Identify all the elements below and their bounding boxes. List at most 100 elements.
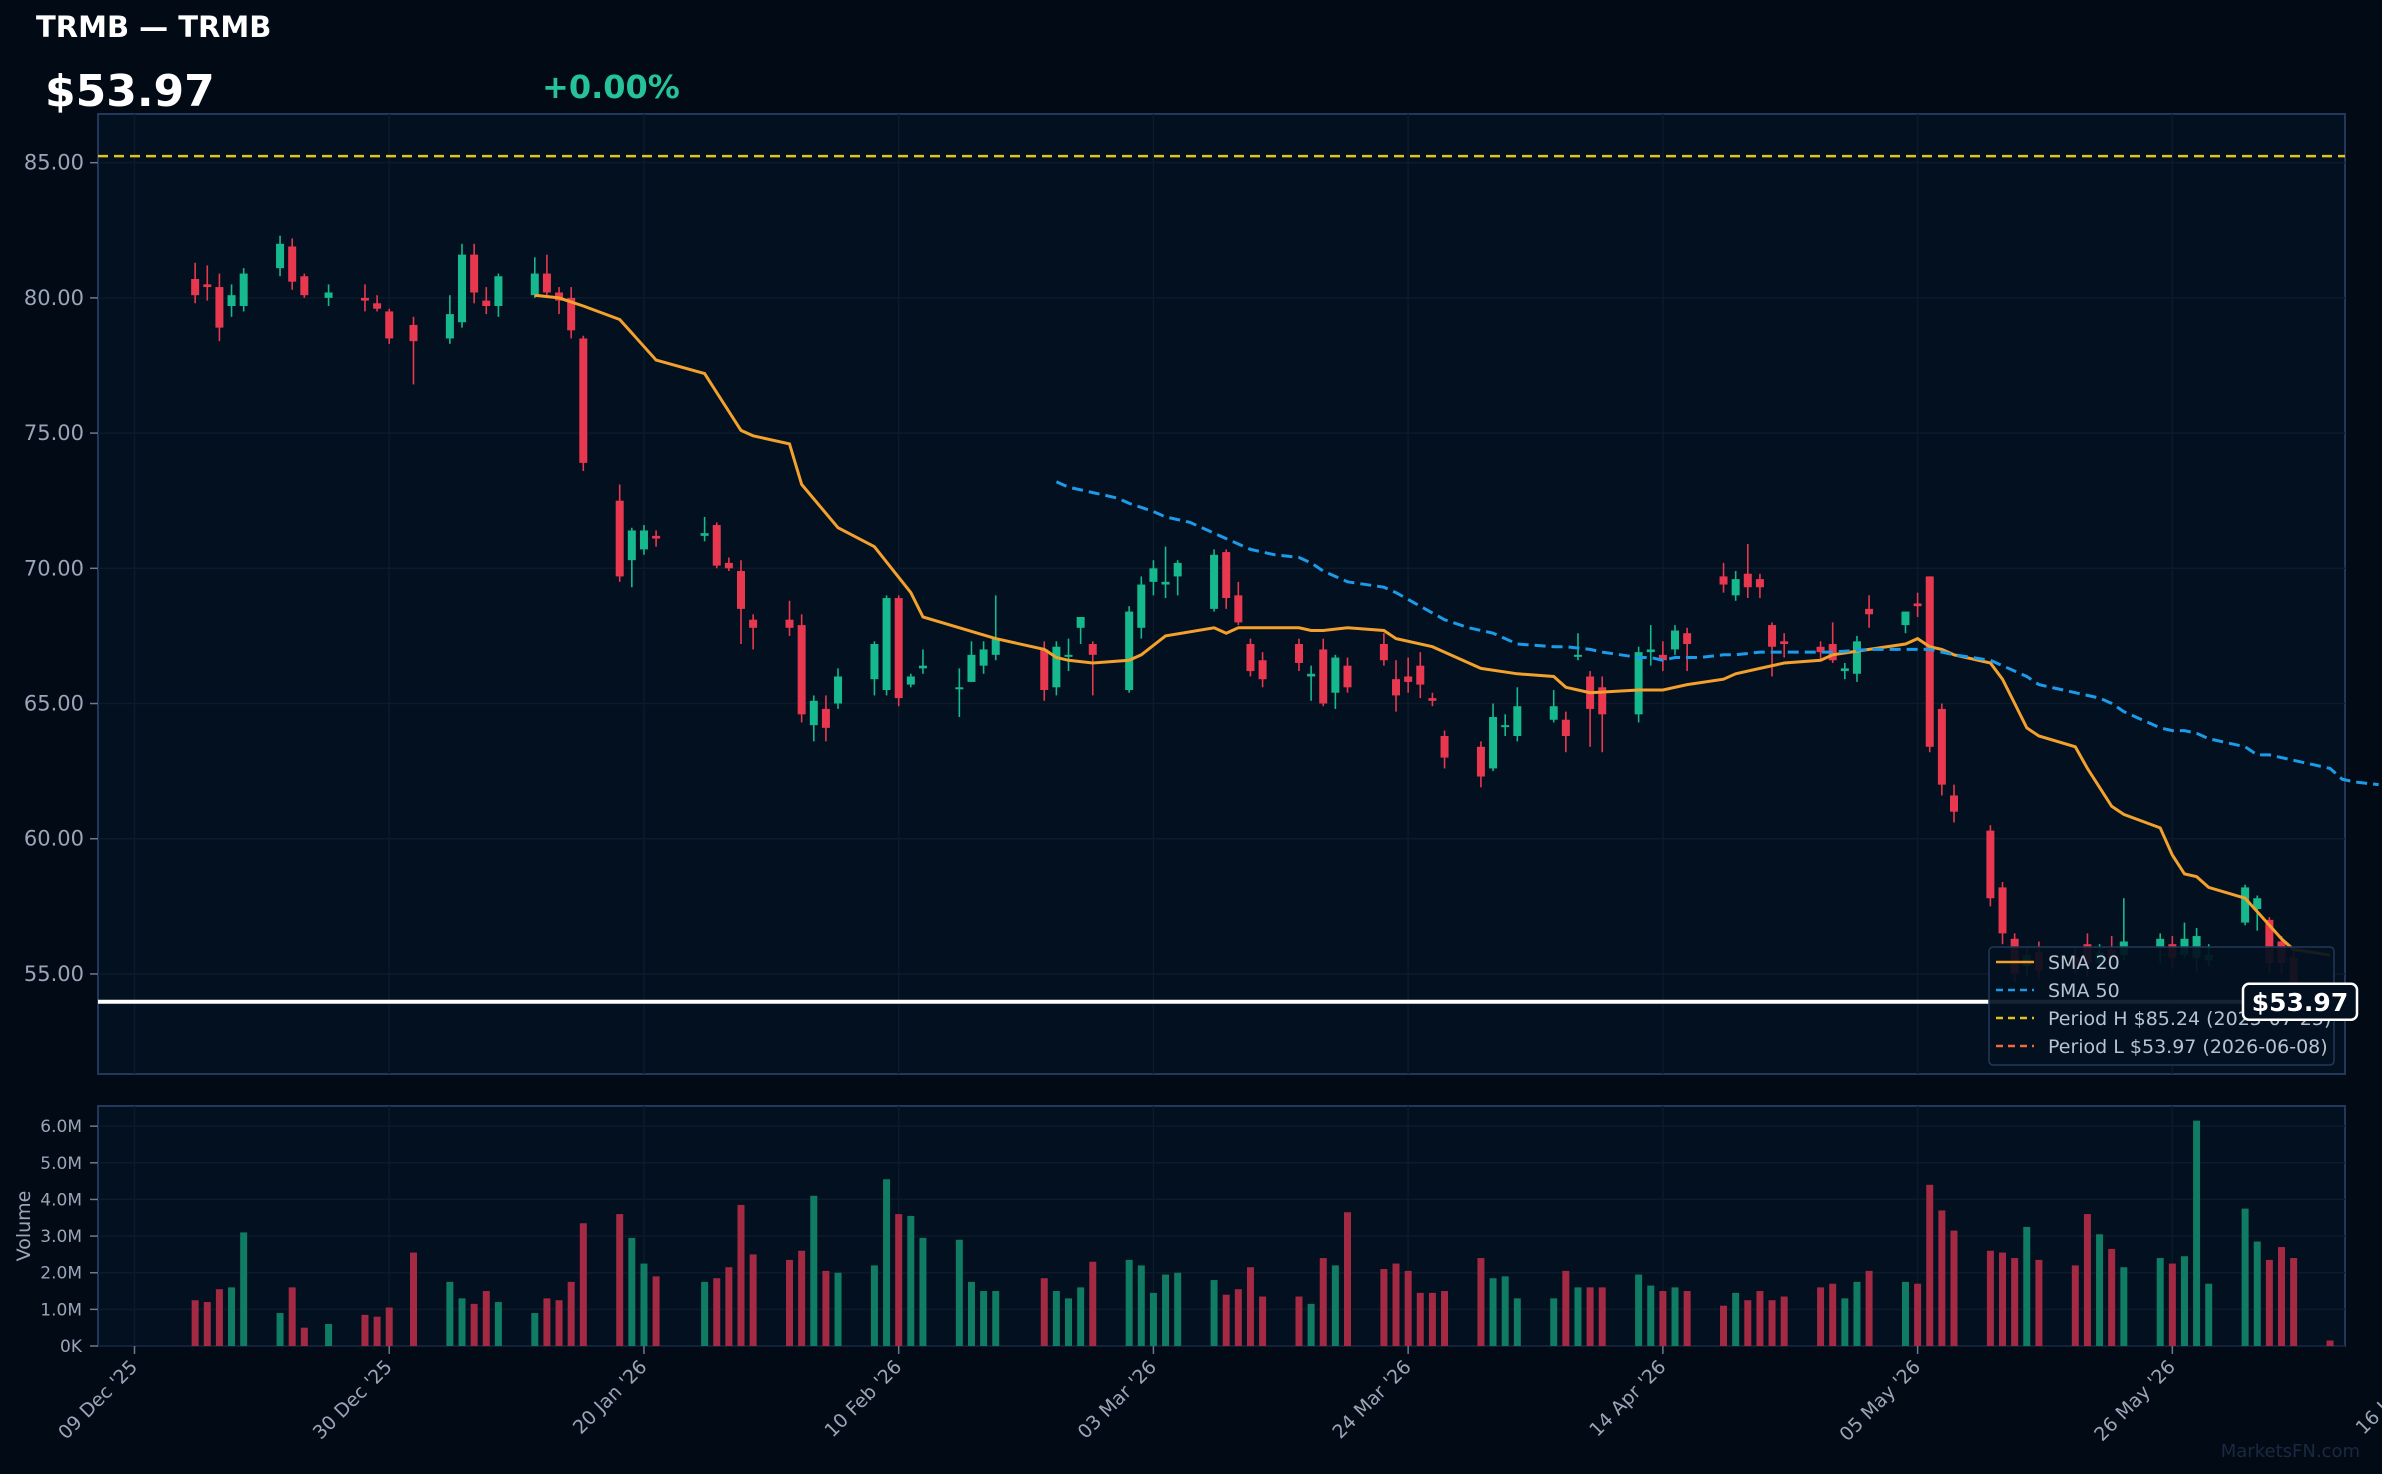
volume-bar-up bbox=[980, 1291, 988, 1346]
volume-bar-up bbox=[1052, 1291, 1060, 1346]
candle-down bbox=[1561, 711, 1570, 753]
candle-up bbox=[1549, 690, 1558, 723]
volume-bar-down bbox=[1780, 1296, 1788, 1346]
volume-bar-up bbox=[1501, 1276, 1509, 1346]
candle-body bbox=[1246, 644, 1255, 672]
candle-body bbox=[1780, 641, 1789, 645]
volume-bar-up bbox=[919, 1237, 927, 1346]
volume-bar-down bbox=[1865, 1270, 1873, 1346]
candle-body bbox=[955, 687, 964, 690]
candle-up bbox=[1076, 616, 1085, 645]
candle-body bbox=[1731, 579, 1740, 596]
date-tick-label: 09 Dec '25 bbox=[54, 1356, 142, 1444]
volume-bar-down bbox=[2108, 1248, 2116, 1346]
volume-bar-up bbox=[1671, 1287, 1679, 1346]
candle-body bbox=[1937, 708, 1946, 785]
candle-down bbox=[1040, 641, 1049, 701]
volume-bar-down bbox=[616, 1214, 624, 1346]
volume-bar-down bbox=[1234, 1289, 1242, 1346]
volume-bar-down bbox=[1926, 1184, 1934, 1346]
candle-down bbox=[1768, 622, 1777, 677]
candle-up bbox=[1634, 646, 1643, 723]
volume-bar-down bbox=[1404, 1270, 1412, 1346]
moving-averages bbox=[534, 293, 2379, 957]
candle-body bbox=[991, 638, 1000, 655]
candle-body bbox=[482, 300, 491, 306]
candle-body bbox=[834, 676, 843, 704]
candle-body bbox=[385, 311, 394, 339]
candle-up bbox=[882, 595, 891, 696]
price-tick-label: 60.00 bbox=[24, 827, 84, 851]
volume-bar-down bbox=[1319, 1258, 1327, 1346]
candle-up bbox=[1161, 546, 1170, 599]
price-tick-label: 70.00 bbox=[24, 556, 84, 580]
candle-down bbox=[1088, 641, 1097, 696]
volume-bar-down bbox=[1246, 1267, 1254, 1346]
volume-bar-up bbox=[2096, 1234, 2104, 1346]
volume-bar-down bbox=[1683, 1291, 1691, 1346]
legend-label: SMA 50 bbox=[2048, 980, 2120, 1002]
candle-up bbox=[870, 641, 879, 696]
volume-bar-down bbox=[1392, 1263, 1400, 1346]
candle-up bbox=[991, 595, 1000, 661]
candle-down bbox=[579, 335, 588, 471]
candle-up bbox=[2241, 884, 2250, 926]
candle-down bbox=[1246, 638, 1255, 677]
volume-bars bbox=[191, 1120, 2334, 1346]
volume-bar-down bbox=[798, 1250, 806, 1346]
volume-bar-down bbox=[2290, 1258, 2298, 1346]
volume-bar-down bbox=[482, 1291, 490, 1346]
volume-bar-down bbox=[1416, 1292, 1424, 1346]
candle-down bbox=[737, 560, 745, 645]
volume-bar-down bbox=[567, 1281, 575, 1346]
volume-bar-down bbox=[1986, 1250, 1994, 1346]
candle-up bbox=[1646, 625, 1655, 666]
current-price: $53.97 bbox=[45, 66, 215, 117]
candle-down bbox=[1343, 657, 1352, 693]
candle-up bbox=[445, 295, 454, 344]
candle-body bbox=[1331, 657, 1340, 693]
volume-bar-up bbox=[1550, 1298, 1558, 1346]
candle-body bbox=[1149, 568, 1158, 582]
candle-up bbox=[1901, 611, 1910, 634]
candle-body bbox=[1428, 698, 1437, 701]
candle-down bbox=[1755, 573, 1764, 599]
candle-body bbox=[1840, 668, 1849, 672]
candle-body bbox=[1658, 654, 1667, 661]
volume-bar-up bbox=[640, 1263, 648, 1346]
candle-body bbox=[821, 708, 830, 728]
volume-bar-down bbox=[1829, 1283, 1837, 1346]
volume-tick-label: 1.0M bbox=[40, 1300, 82, 1320]
volume-bar-down bbox=[2278, 1247, 2286, 1346]
volume-bar-down bbox=[786, 1259, 794, 1346]
candle-body bbox=[1671, 630, 1680, 650]
volume-bar-down bbox=[579, 1223, 587, 1346]
volume-bar-down bbox=[409, 1252, 417, 1346]
candle-body bbox=[445, 314, 454, 339]
volume-bar-down bbox=[543, 1298, 551, 1346]
candle-body bbox=[1125, 611, 1134, 690]
candle-down bbox=[1294, 638, 1303, 672]
volume-bar-down bbox=[822, 1270, 830, 1346]
candle-body bbox=[797, 625, 806, 715]
candle-down bbox=[373, 295, 382, 312]
volume-tick-label: 6.0M bbox=[40, 1117, 82, 1137]
volume-bar-up bbox=[1077, 1287, 1085, 1346]
candle-up bbox=[1331, 654, 1340, 709]
volume-bar-up bbox=[1065, 1298, 1073, 1346]
volume-bar-up bbox=[531, 1313, 539, 1346]
candle-body bbox=[1852, 641, 1861, 674]
date-tick-label: 10 Feb '26 bbox=[820, 1356, 906, 1442]
candle-down bbox=[1865, 595, 1874, 628]
candle-body bbox=[1379, 644, 1388, 661]
candle-down bbox=[712, 522, 721, 569]
candle-up bbox=[1852, 635, 1861, 682]
candle-down bbox=[1683, 627, 1692, 672]
candle-body bbox=[627, 530, 636, 561]
volume-tick-label: 3.0M bbox=[40, 1227, 82, 1247]
candle-body bbox=[1913, 603, 1922, 607]
volume-bar-down bbox=[361, 1314, 369, 1346]
candle-down bbox=[1937, 703, 1946, 796]
volume-bar-up bbox=[834, 1272, 842, 1346]
candle-body bbox=[967, 654, 976, 682]
